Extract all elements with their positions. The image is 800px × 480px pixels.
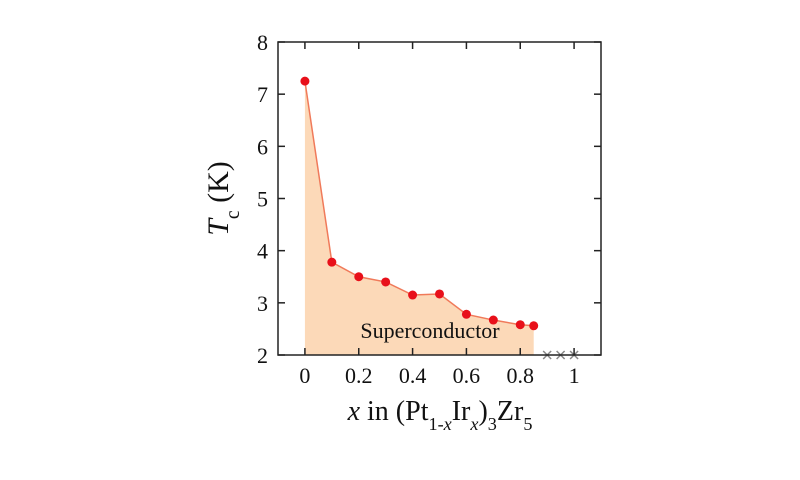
x-axis-label-part: 1- (428, 414, 443, 434)
point (515, 320, 525, 330)
point (461, 309, 471, 319)
x-axis-label-part: 3 (488, 414, 497, 434)
x-axis-label-part: in (Pt (360, 396, 429, 427)
point (354, 272, 364, 282)
y-tick-label: 7 (257, 82, 268, 107)
x-axis-label-part: 5 (523, 414, 532, 434)
x-axis-label-part: x (443, 414, 452, 434)
y-tick-label: 6 (257, 134, 268, 159)
x-axis-label-part: ) (478, 396, 487, 427)
y-axis-label: Tc (K) (202, 161, 244, 236)
point (300, 76, 310, 86)
point (435, 289, 444, 299)
x-tick-label: 0.8 (507, 363, 535, 388)
x-axis-label-part: Ir (452, 396, 471, 427)
point (529, 321, 539, 331)
y-axis-label-part: c (223, 210, 244, 219)
x-axis-label-part: Zr (497, 396, 524, 427)
y-tick-label: 8 (257, 30, 268, 55)
x-tick-label: 1 (569, 363, 580, 388)
annotation: Superconductor (360, 318, 500, 343)
x-tick-label: 0.2 (345, 363, 373, 388)
x-axis-label-part: x (469, 414, 478, 434)
point (327, 257, 337, 267)
point (408, 290, 418, 300)
point (488, 315, 498, 325)
x-tick-label: 0 (299, 363, 310, 388)
y-tick-label: 2 (257, 343, 268, 368)
x-tick-label: 0.4 (399, 363, 427, 388)
y-tick-label: 4 (257, 239, 268, 264)
y-axis-label-part: (K) (202, 161, 235, 210)
y-tick-label: 5 (257, 187, 268, 212)
line (304, 81, 534, 327)
area (304, 81, 534, 355)
point (381, 277, 391, 287)
x-axis-label-part: x (347, 396, 361, 427)
y-tick-label: 3 (257, 291, 268, 316)
x-tick-label: 0.6 (453, 363, 481, 388)
x-axis-label: x in (Pt1-xIrx)3Zr5 (347, 396, 533, 434)
y-axis-label-part: T (202, 217, 235, 236)
